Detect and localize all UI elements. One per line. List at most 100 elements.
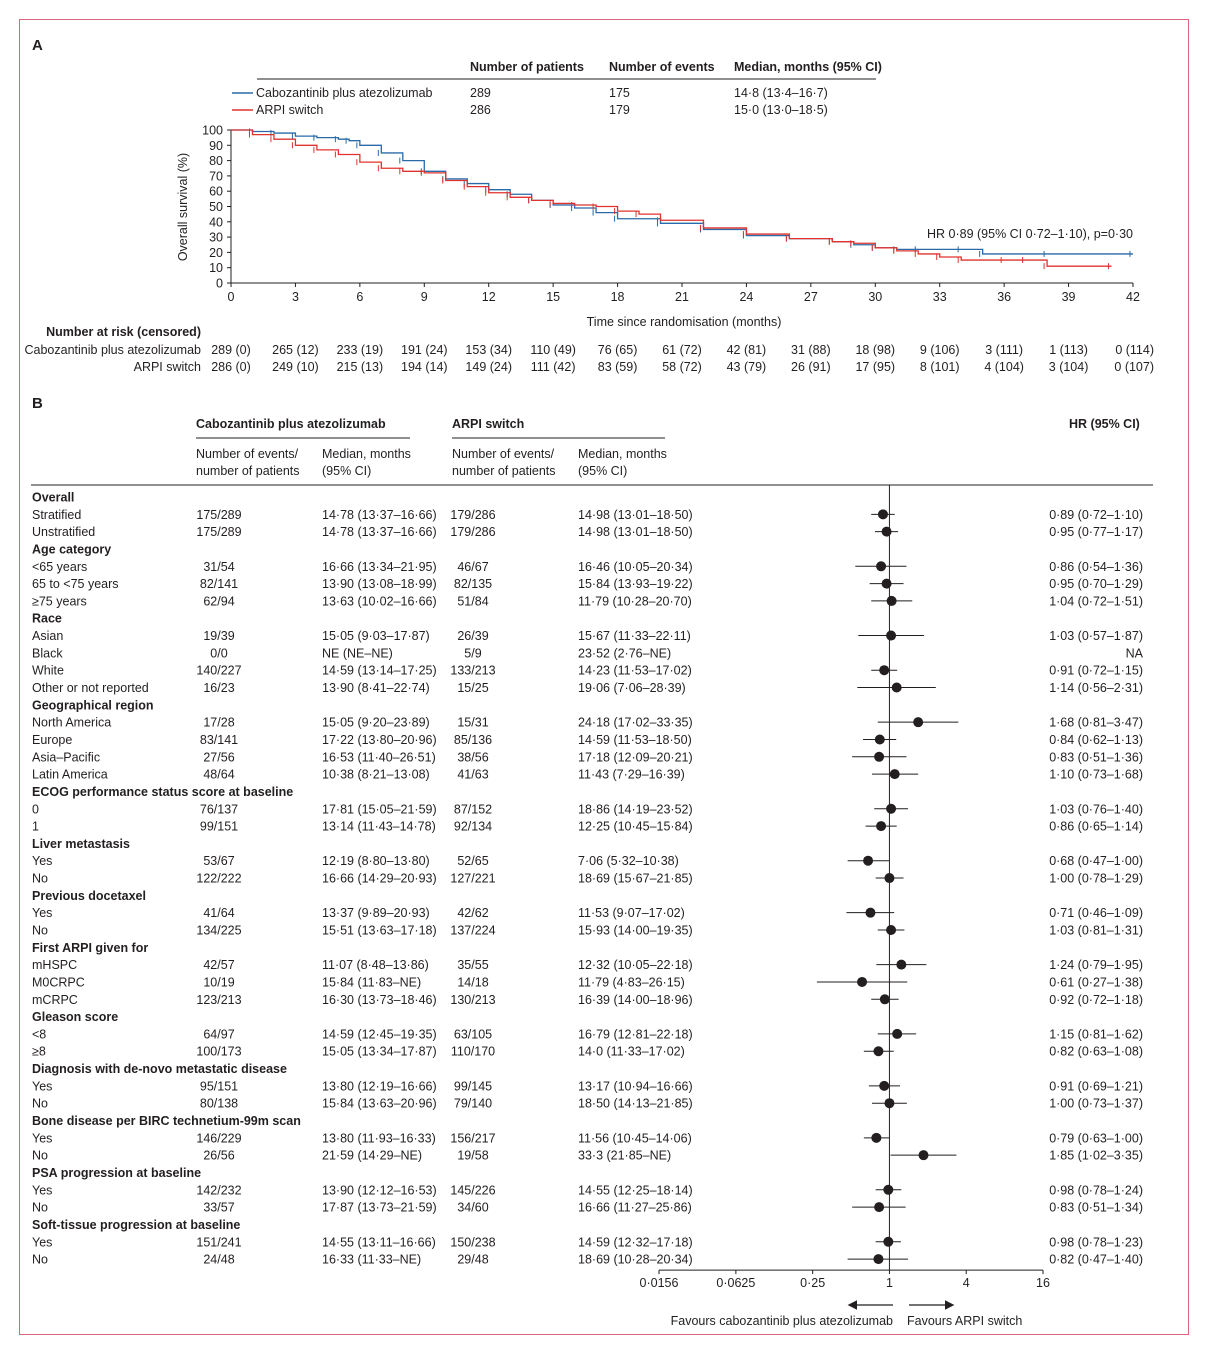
- forest-arpi-median: 19·06 (7·06–28·39): [578, 681, 686, 695]
- forest-row-label: Unstratified: [32, 525, 95, 539]
- forest-cabo-median: 12·19 (8·80–13·80): [322, 854, 430, 868]
- risk-value-arpi: 83 (59): [598, 360, 638, 374]
- forest-arpi-events: 46/67: [457, 560, 488, 574]
- risk-value-cabo: 61 (72): [662, 343, 702, 357]
- forest-hr-text: 0·79 (0·63–1·00): [1049, 1131, 1143, 1145]
- forest-hr-point: [871, 1132, 882, 1143]
- forest-cabo-median: 17·81 (15·05–21·59): [322, 802, 437, 816]
- forest-hr-text: 1·24 (0·79–1·95): [1049, 958, 1143, 972]
- km-hr-annotation: HR 0·89 (95% CI 0·72–1·10), p=0·30: [927, 227, 1133, 241]
- risk-table-title: Number at risk (censored): [46, 325, 201, 339]
- forest-cabo-median: 14·78 (13·37–16·66): [322, 508, 437, 522]
- forest-row-label: Asian: [32, 629, 63, 643]
- km-x-tick-label: 6: [356, 290, 363, 304]
- forest-subheader-arpi-median-1: Median, months: [578, 447, 667, 461]
- risk-row-label-arpi: ARPI switch: [134, 360, 201, 374]
- forest-hr-point: [883, 1236, 894, 1247]
- km-x-tick-label: 15: [546, 290, 560, 304]
- forest-cabo-events: 142/232: [196, 1183, 241, 1197]
- forest-subheader-arpi-events-1: Number of events/: [452, 447, 555, 461]
- forest-cabo-events: 0/0: [210, 646, 227, 660]
- km-y-tick-label: 10: [209, 261, 223, 275]
- legend-name-cabo: Cabozantinib plus atezolizumab: [256, 86, 433, 100]
- forest-rows: Overall Stratified 175/289 14·78 (13·37–16·…: [32, 491, 1144, 1267]
- forest-row-label: No: [32, 1097, 48, 1111]
- legend-events-arpi: 179: [609, 103, 630, 117]
- forest-subgroup-heading: Gleason score: [32, 1010, 118, 1024]
- km-y-tick-label: 40: [209, 215, 223, 229]
- forest-hr-text: 0·86 (0·54–1·36): [1049, 560, 1143, 574]
- risk-value-cabo: 1 (113): [1049, 343, 1088, 357]
- forest-cabo-median: 14·78 (13·37–16·66): [322, 525, 437, 539]
- forest-arpi-median: 16·79 (12·81–22·18): [578, 1027, 693, 1041]
- forest-cabo-median: 13·90 (13·08–18·99): [322, 577, 437, 591]
- forest-cabo-events: 82/141: [200, 577, 238, 591]
- forest-row-label: M0CRPC: [32, 975, 85, 989]
- forest-arpi-events: 127/221: [450, 872, 495, 886]
- forest-hr-point: [879, 665, 890, 676]
- forest-cabo-events: 80/138: [200, 1097, 238, 1111]
- km-x-tick-label: 33: [933, 290, 947, 304]
- forest-cabo-median: 11·07 (8·48–13·86): [322, 958, 429, 972]
- forest-cabo-median: 14·59 (12·45–19·35): [322, 1027, 437, 1041]
- forest-arpi-events: 38/56: [457, 750, 488, 764]
- km-x-tick-label: 0: [228, 290, 235, 304]
- forest-subgroup-heading: Previous docetaxel: [32, 889, 146, 903]
- forest-cabo-median: 15·84 (13·63–20·96): [322, 1097, 437, 1111]
- forest-row-label: Yes: [32, 1079, 52, 1093]
- forest-hr-point: [886, 925, 897, 935]
- forest-cabo-events: 99/151: [200, 820, 238, 834]
- km-x-tick-label: 39: [1062, 290, 1076, 304]
- forest-hr-point: [886, 595, 897, 606]
- forest-arpi-events: 179/286: [450, 508, 495, 522]
- forest-hr-text: 1·14 (0·56–2·31): [1049, 681, 1143, 695]
- forest-cabo-events: 48/64: [203, 768, 234, 782]
- forest-row-label: Yes: [32, 906, 52, 920]
- forest-arpi-median: 12·32 (10·05–22·18): [578, 958, 693, 972]
- legend-median-cabo: 14·8 (13·4–16·7): [734, 86, 828, 100]
- legend-patients-cabo: 289: [470, 86, 491, 100]
- forest-hr-header: HR (95% CI): [1069, 417, 1140, 431]
- forest-cabo-median: 15·84 (11·83–NE): [322, 975, 421, 989]
- forest-hr-text: 1·10 (0·73–1·68): [1049, 768, 1143, 782]
- forest-x-tick-label: 0·0625: [716, 1276, 755, 1290]
- forest-arpi-median: 14·98 (13·01–18·50): [578, 508, 693, 522]
- forest-hr-point: [857, 976, 868, 987]
- forest-hr-point: [877, 509, 888, 520]
- forest-subgroup-heading: Diagnosis with de-novo metastatic diseas…: [32, 1062, 287, 1076]
- legend-name-arpi: ARPI switch: [256, 103, 323, 117]
- risk-value-arpi: 111 (42): [531, 360, 576, 374]
- forest-cabo-events: 33/57: [203, 1201, 234, 1215]
- forest-row-label: mCRPC: [32, 993, 78, 1007]
- forest-arpi-events: 87/152: [454, 802, 492, 816]
- forest-hr-text: 0·71 (0·46–1·09): [1049, 906, 1143, 920]
- km-x-axis-label: Time since randomisation (months): [587, 315, 782, 329]
- figure-frame: [19, 19, 1189, 1335]
- forest-cabo-events: 146/229: [196, 1131, 241, 1145]
- risk-value-cabo: 9 (106): [920, 343, 960, 357]
- forest-subheader-cabo-median-2: (95% CI): [322, 464, 371, 478]
- forest-arpi-median: 15·67 (11·33–22·11): [578, 629, 691, 643]
- forest-arpi-median: 11·79 (10·28–20·70): [578, 594, 692, 608]
- favours-left-label: Favours cabozantinib plus atezolizumab: [671, 1314, 893, 1328]
- forest-arpi-median: 15·93 (14·00–19·35): [578, 924, 693, 938]
- km-curves: [231, 128, 1133, 270]
- forest-arpi-median: 11·53 (9·07–17·02): [578, 906, 685, 920]
- forest-arpi-median: 14·59 (12·32–17·18): [578, 1235, 693, 1249]
- forest-row-label: Asia–Pacific: [32, 750, 100, 764]
- km-y-tick-label: 100: [202, 124, 223, 138]
- km-x-tick-label: 3: [292, 290, 299, 304]
- forest-row-label: Yes: [32, 1183, 52, 1197]
- risk-value-cabo: 31 (88): [791, 343, 831, 357]
- panel-a: A Number of patients Number of events Me…: [25, 37, 1155, 374]
- forest-cabo-events: 53/67: [203, 854, 234, 868]
- forest-arpi-median: 23·52 (2·76–NE): [578, 646, 671, 660]
- forest-hr-text: 0·61 (0·27–1·38): [1049, 975, 1143, 989]
- forest-arpi-events: 34/60: [457, 1201, 488, 1215]
- forest-cabo-median: 16·30 (13·73–18·46): [322, 993, 437, 1007]
- forest-subheader-cabo-events-1: Number of events/: [196, 447, 299, 461]
- forest-hr-text: 0·95 (0·70–1·29): [1049, 577, 1143, 591]
- forest-row-label: Other or not reported: [32, 681, 149, 695]
- forest-subgroup-heading: Bone disease per BIRC technetium-99m sca…: [32, 1114, 301, 1128]
- forest-hr-point: [873, 1254, 884, 1265]
